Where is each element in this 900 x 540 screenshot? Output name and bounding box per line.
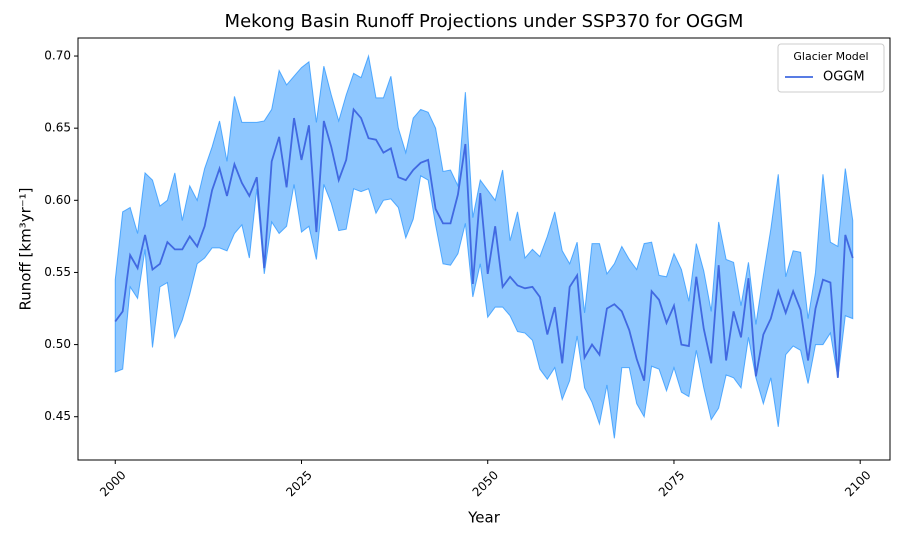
y-tick-label: 0.60: [44, 193, 71, 207]
plot-frame: [77, 37, 891, 461]
legend-label: OGGM: [823, 70, 865, 85]
legend-title: Glacier Model: [793, 50, 868, 63]
x-axis-label: Year: [467, 509, 501, 527]
y-axis-label: Runoff [km³yr⁻¹]: [17, 187, 35, 310]
y-tick-label: 0.55: [44, 265, 71, 279]
y-tick-label: 0.45: [44, 409, 71, 423]
legend-box: [777, 43, 885, 93]
y-tick-label: 0.50: [44, 337, 71, 351]
series-line: [114, 107, 854, 381]
y-tick-label: 0.70: [44, 49, 71, 63]
chart-title: Mekong Basin Runoff Projections under SS…: [225, 11, 744, 32]
y-tick-label: 0.65: [44, 121, 71, 135]
